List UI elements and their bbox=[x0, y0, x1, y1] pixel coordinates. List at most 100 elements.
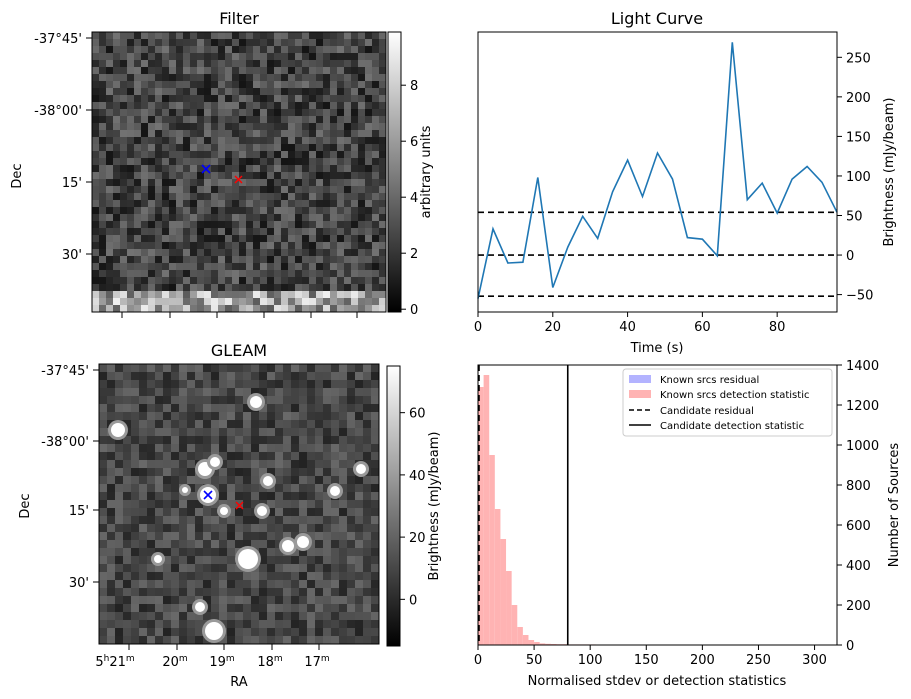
filter-pixel bbox=[169, 284, 176, 291]
filter-pixel bbox=[190, 172, 197, 179]
gleam-pixel bbox=[243, 412, 251, 420]
gleam-pixel bbox=[243, 532, 251, 540]
gleam-pixel bbox=[115, 484, 123, 492]
filter-pixel bbox=[309, 116, 316, 123]
gleam-pixel bbox=[171, 540, 179, 548]
gleam-pixel bbox=[347, 588, 355, 596]
filter-pixel bbox=[365, 137, 372, 144]
gleam-pixel bbox=[283, 636, 291, 644]
gleam-pixel bbox=[219, 556, 227, 564]
gleam-pixel bbox=[259, 580, 267, 588]
gleam-pixel bbox=[155, 380, 163, 388]
filter-pixel bbox=[225, 200, 232, 207]
gleam-pixel bbox=[171, 468, 179, 476]
gleam-pixel bbox=[123, 548, 131, 556]
gleam-pixel bbox=[179, 436, 187, 444]
gleam-pixel bbox=[243, 364, 251, 372]
filter-pixel bbox=[323, 102, 330, 109]
filter-pixel bbox=[106, 193, 113, 200]
filter-blue-marker[interactable] bbox=[201, 164, 211, 174]
filter-pixel bbox=[92, 39, 99, 46]
gleam-pixel bbox=[331, 460, 339, 468]
gleam-pixel bbox=[355, 484, 363, 492]
gleam-pixel bbox=[179, 524, 187, 532]
filter-pixel bbox=[120, 123, 127, 130]
filter-pixel bbox=[344, 137, 351, 144]
gleam-pixel bbox=[107, 628, 115, 636]
gleam-pixel bbox=[115, 564, 123, 572]
filter-pixel bbox=[372, 46, 379, 53]
gleam-pixel bbox=[187, 452, 195, 460]
filter-pixel bbox=[330, 277, 337, 284]
filter-pixel bbox=[295, 228, 302, 235]
filter-pixel bbox=[295, 88, 302, 95]
gleam-pixel bbox=[235, 484, 243, 492]
filter-pixel bbox=[134, 207, 141, 214]
filter-pixel bbox=[323, 165, 330, 172]
gleam-pixel bbox=[203, 364, 211, 372]
gleam-pixel bbox=[155, 508, 163, 516]
light-curve-x-tick-label: 60 bbox=[694, 320, 711, 335]
gleam-pixel bbox=[115, 452, 123, 460]
filter-pixel bbox=[162, 179, 169, 186]
filter-pixel bbox=[225, 123, 232, 130]
gleam-pixel bbox=[227, 628, 235, 636]
filter-pixel bbox=[169, 116, 176, 123]
gleam-pixel bbox=[347, 492, 355, 500]
gleam-pixel bbox=[307, 572, 315, 580]
gleam-pixel bbox=[371, 468, 379, 476]
filter-pixel bbox=[211, 158, 218, 165]
histogram-bar bbox=[478, 387, 484, 645]
gleam-pixel bbox=[339, 468, 347, 476]
gleam-pixel bbox=[147, 444, 155, 452]
gleam-image[interactable] bbox=[99, 364, 379, 644]
light-curve-y-tick-label: 150 bbox=[846, 130, 871, 145]
filter-pixel bbox=[260, 200, 267, 207]
filter-pixel bbox=[183, 193, 190, 200]
filter-pixel bbox=[169, 137, 176, 144]
filter-pixel bbox=[134, 179, 141, 186]
gleam-pixel bbox=[163, 444, 171, 452]
filter-pixel bbox=[197, 263, 204, 270]
gleam-pixel bbox=[187, 404, 195, 412]
filter-pixel bbox=[218, 60, 225, 67]
light-curve-plot[interactable] bbox=[477, 42, 838, 299]
filter-pixel bbox=[267, 235, 274, 242]
filter-pixel bbox=[141, 158, 148, 165]
gleam-pixel bbox=[291, 564, 299, 572]
filter-pixel bbox=[295, 186, 302, 193]
filter-pixel bbox=[323, 151, 330, 158]
filter-pixel bbox=[162, 53, 169, 60]
gleam-pixel bbox=[315, 484, 323, 492]
filter-pixel bbox=[169, 109, 176, 116]
filter-pixel bbox=[197, 60, 204, 67]
gleam-pixel bbox=[155, 484, 163, 492]
gleam-pixel bbox=[347, 580, 355, 588]
filter-pixel bbox=[323, 228, 330, 235]
gleam-pixel bbox=[115, 500, 123, 508]
gleam-red-marker[interactable] bbox=[235, 501, 244, 510]
gleam-blue-marker[interactable] bbox=[203, 490, 213, 500]
filter-pixel bbox=[246, 305, 253, 312]
gleam-pixel bbox=[371, 628, 379, 636]
filter-pixel bbox=[204, 305, 211, 312]
gleam-pixel bbox=[171, 556, 179, 564]
gleam-pixel bbox=[363, 380, 371, 388]
filter-pixel bbox=[260, 95, 267, 102]
gleam-pixel bbox=[147, 580, 155, 588]
gleam-pixel bbox=[339, 484, 347, 492]
filter-pixel bbox=[260, 102, 267, 109]
filter-pixel bbox=[106, 249, 113, 256]
filter-image[interactable] bbox=[92, 32, 386, 312]
filter-pixel bbox=[337, 137, 344, 144]
filter-pixel bbox=[267, 172, 274, 179]
filter-pixel bbox=[148, 137, 155, 144]
filter-red-marker[interactable] bbox=[234, 175, 243, 184]
filter-pixel bbox=[372, 214, 379, 221]
gleam-pixel bbox=[99, 564, 107, 572]
filter-pixel bbox=[148, 53, 155, 60]
gleam-pixel bbox=[211, 412, 219, 420]
gleam-pixel bbox=[339, 516, 347, 524]
gleam-pixel bbox=[251, 420, 259, 428]
filter-pixel bbox=[274, 284, 281, 291]
